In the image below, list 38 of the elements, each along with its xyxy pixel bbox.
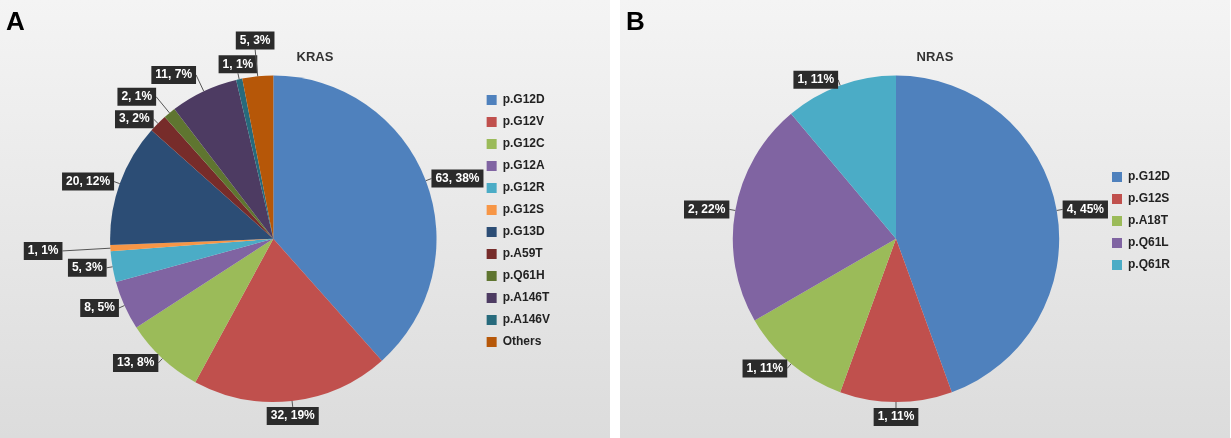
data-label: 8, 5% xyxy=(84,300,116,315)
data-label: 1, 11% xyxy=(877,409,915,424)
data-label: 32, 19% xyxy=(270,408,316,423)
legend-label: p.A18T xyxy=(1127,213,1169,228)
data-label: 13, 8% xyxy=(116,355,155,370)
data-label: 2, 22% xyxy=(688,201,726,216)
legend-label: Others xyxy=(502,334,542,349)
data-label: 1, 1% xyxy=(27,243,59,258)
legend-label: p.G12A xyxy=(502,158,545,173)
text: B xyxy=(626,6,645,37)
data-label: 4, 45% xyxy=(1066,201,1105,216)
data-label: 1, 11% xyxy=(797,72,835,87)
data-label: 63, 38% xyxy=(435,170,480,185)
legend-label: p.Q61H xyxy=(502,268,545,283)
data-label: 5, 3% xyxy=(71,260,103,275)
data-label: 5, 3% xyxy=(239,32,271,47)
data-label: 1, 11% xyxy=(746,360,784,375)
legend-label: p.A146V xyxy=(502,312,550,327)
data-label: 11, 7% xyxy=(155,67,193,82)
legend-label: p.G12D xyxy=(502,92,545,107)
legend-label: p.G13D xyxy=(502,224,545,239)
legend-label: p.G12S xyxy=(1127,191,1170,206)
data-label: 1, 1% xyxy=(222,56,254,71)
legend-label: p.G12V xyxy=(502,114,544,129)
legend-label: p.Q61L xyxy=(1127,235,1169,250)
data-label: 2, 1% xyxy=(121,89,153,103)
legend-label: p.A59T xyxy=(502,246,544,261)
text: A xyxy=(6,6,25,37)
legend-label: p.Q61R xyxy=(1127,257,1171,272)
data-label: 20, 12% xyxy=(66,173,111,188)
legend-label: p.G12S xyxy=(502,202,544,217)
legend-label: p.G12C xyxy=(502,136,545,151)
legend-label: p.G12D xyxy=(1127,169,1171,184)
legend-label: p.G12R xyxy=(502,180,545,195)
legend-label: p.A146T xyxy=(502,290,550,305)
text: KRAS xyxy=(296,49,334,65)
chart-title: NRAS xyxy=(916,49,954,65)
data-label: 3, 2% xyxy=(118,111,151,126)
